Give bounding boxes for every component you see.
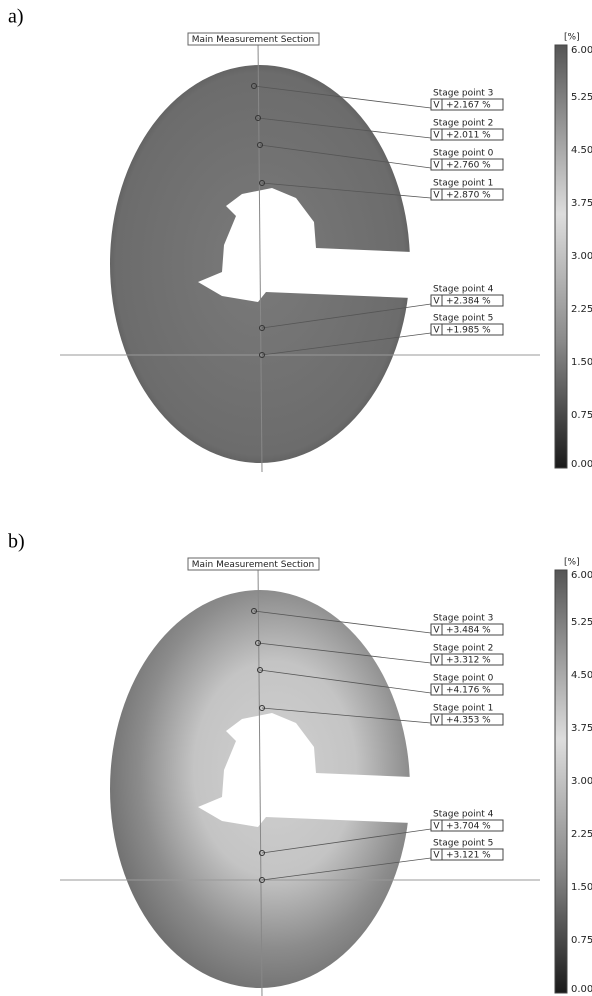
panel-label: b)	[8, 531, 25, 553]
stage-point-name: Stage point 3	[433, 614, 493, 624]
component-label: V	[433, 626, 440, 636]
colorbar-tick-label: 0.00	[571, 459, 592, 470]
colorbar-tick-label: 3.00	[571, 251, 592, 262]
colorbar-unit: [%]	[564, 558, 580, 568]
stage-point-value: +1.985 %	[446, 326, 491, 336]
colorbar-tick-label: 6.00	[571, 45, 592, 56]
colorbar-tick-label: 0.75	[571, 410, 592, 421]
stage-point-value: +2.167 %	[446, 101, 491, 111]
component-label: V	[433, 822, 440, 832]
component-label: V	[433, 686, 440, 696]
panel-label: a)	[8, 6, 24, 28]
section-label: Main Measurement Section	[192, 35, 314, 45]
stage-point-value: +3.312 %	[446, 656, 491, 666]
colorbar-tick-label: 4.50	[571, 145, 592, 156]
component-label: V	[433, 851, 440, 861]
component-label: V	[433, 326, 440, 336]
colorbar-tick-label: 1.50	[571, 357, 592, 368]
stage-point-name: Stage point 5	[433, 314, 493, 324]
stage-point-value: +2.870 %	[446, 191, 491, 201]
component-label: V	[433, 656, 440, 666]
panel: a) Main Measurement Section Stage point 3 V…	[8, 6, 592, 472]
colorbar-tick-label: 6.00	[571, 570, 592, 581]
component-label: V	[433, 297, 440, 307]
colorbar	[555, 45, 567, 468]
colorbar-tick-label: 2.25	[571, 304, 592, 315]
component-label: V	[433, 131, 440, 141]
stage-point-name: Stage point 1	[433, 179, 493, 189]
component-label: V	[433, 716, 440, 726]
section-label: Main Measurement Section	[192, 560, 314, 570]
stage-point-name: Stage point 3	[433, 89, 493, 99]
component-label: V	[433, 191, 440, 201]
stage-point-value: +2.384 %	[446, 297, 491, 307]
colorbar-tick-label: 2.25	[571, 829, 592, 840]
stage-point-value: +3.484 %	[446, 626, 491, 636]
stage-point-name: Stage point 0	[433, 149, 494, 159]
colorbar-tick-label: 3.75	[571, 198, 592, 209]
component-label: V	[433, 101, 440, 111]
colorbar-tick-label: 4.50	[571, 670, 592, 681]
stage-point-value: +3.121 %	[446, 851, 491, 861]
stage-point-name: Stage point 4	[433, 285, 494, 295]
colorbar	[555, 570, 567, 993]
stage-point-name: Stage point 5	[433, 839, 493, 849]
panel: b) Main Measurement Section Stage point 3 V…	[8, 531, 592, 996]
stage-point-value: +3.704 %	[446, 822, 491, 832]
colorbar-tick-label: 3.00	[571, 776, 592, 787]
colorbar-tick-label: 5.25	[571, 92, 592, 103]
colorbar-unit: [%]	[564, 33, 580, 43]
colorbar-tick-label: 1.50	[571, 882, 592, 893]
stage-point-value: +2.760 %	[446, 161, 491, 171]
colorbar-tick-label: 0.00	[571, 984, 592, 995]
colorbar-tick-label: 3.75	[571, 723, 592, 734]
stage-point-name: Stage point 4	[433, 810, 494, 820]
stage-point-name: Stage point 1	[433, 704, 493, 714]
stage-point-name: Stage point 0	[433, 674, 494, 684]
stage-point-name: Stage point 2	[433, 644, 493, 654]
stage-point-value: +4.353 %	[446, 716, 491, 726]
stage-point-name: Stage point 2	[433, 119, 493, 129]
stage-point-value: +4.176 %	[446, 686, 491, 696]
component-label: V	[433, 161, 440, 171]
colorbar-tick-label: 5.25	[571, 617, 592, 628]
stage-point-value: +2.011 %	[446, 131, 491, 141]
figure: a) Main Measurement Section Stage point 3 V…	[0, 0, 592, 996]
colorbar-tick-label: 0.75	[571, 935, 592, 946]
